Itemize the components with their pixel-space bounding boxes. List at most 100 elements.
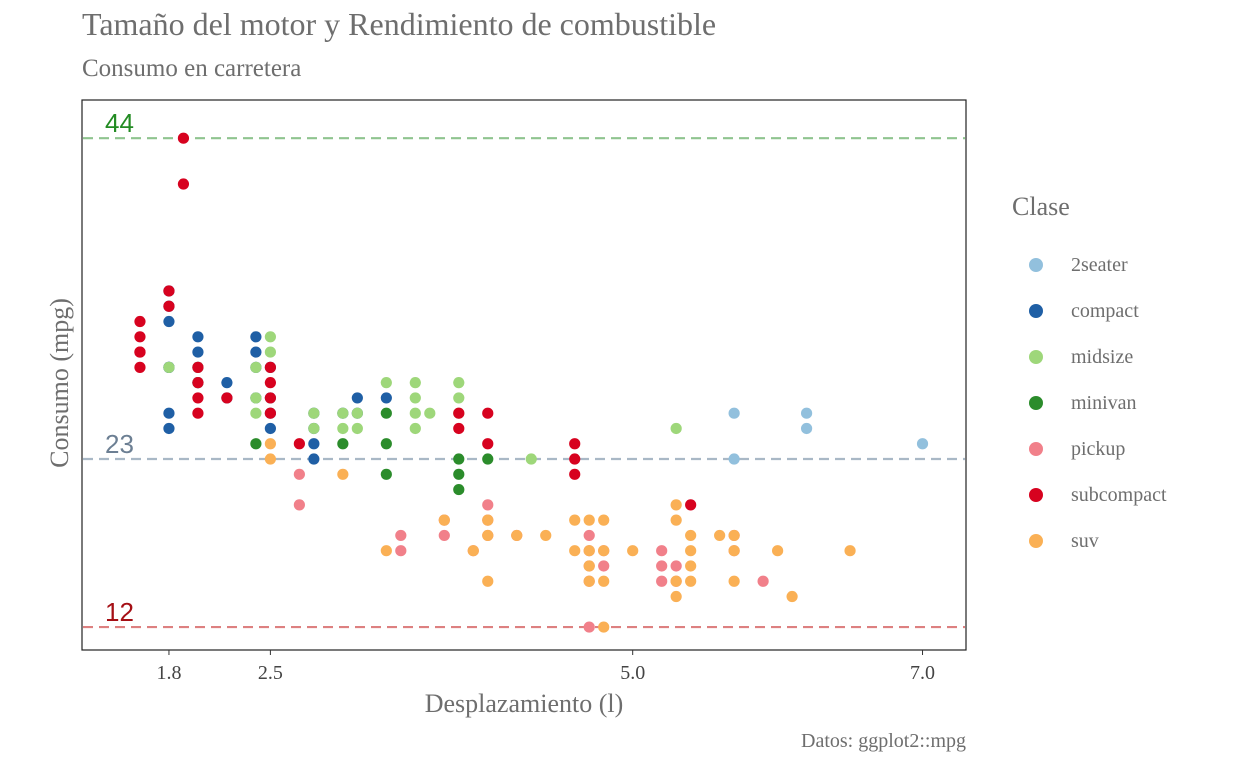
point-minivan [250,438,262,450]
point-minivan [337,438,349,450]
point-pickup [583,621,595,633]
point-2seater [800,407,813,419]
point-subcompact [293,438,305,450]
point-minivan [482,453,494,465]
point-compact [308,438,320,450]
point-subcompact [134,361,146,373]
x-tick-label: 2.5 [258,662,283,684]
point-suv [670,590,682,603]
legend-dot-2seater [1029,258,1043,272]
legend-item-midsize: midsize [1012,334,1167,380]
point-2seater [728,407,740,419]
point-subcompact [134,315,146,328]
point-midsize [308,422,320,435]
point-pickup [293,499,305,511]
x-axis-label: Desplazamiento (l) [425,689,624,718]
point-subcompact [192,407,204,419]
point-suv [583,514,595,526]
point-minivan [380,407,392,419]
point-pickup [438,529,450,542]
point-subcompact [163,285,175,297]
point-compact [264,422,276,435]
point-subcompact [264,407,276,419]
point-midsize [525,453,537,465]
point-compact [163,315,175,328]
point-compact [192,331,204,343]
point-suv [598,575,610,587]
point-midsize [337,407,349,419]
point-subcompact [264,392,276,404]
chart-caption: Datos: ggplot2::mpg [801,730,966,752]
point-midsize [250,407,262,419]
point-minivan [380,438,392,450]
point-suv [380,545,392,557]
legend-label: subcompact [1071,483,1167,506]
point-pickup [598,560,610,572]
point-suv [569,545,581,557]
point-compact [221,377,233,389]
legend: Clase 2seater compact midsize minivan pi… [1012,192,1167,564]
point-suv [685,545,697,557]
point-subcompact [569,438,581,450]
point-midsize [264,346,276,358]
point-2seater [916,438,929,450]
point-midsize [380,377,392,389]
point-subcompact [453,422,465,435]
point-suv [467,545,479,557]
point-subcompact [192,392,204,404]
point-midsize [163,361,175,373]
x-tick-label: 7.0 [910,662,935,684]
point-suv [569,514,581,526]
point-compact [250,331,262,343]
legend-label: compact [1071,299,1139,322]
legend-dot-midsize [1029,350,1043,364]
x-tick-label: 1.8 [156,662,181,684]
legend-item-minivan: minivan [1012,380,1167,426]
point-subcompact [177,132,190,144]
legend-dot-suv [1029,534,1043,548]
legend-dot-minivan [1029,396,1043,410]
point-compact [192,346,204,358]
legend-dot-compact [1029,304,1043,318]
point-midsize [337,422,349,435]
point-compact [351,392,363,404]
point-pickup [656,560,668,572]
point-midsize [250,361,262,373]
legend-item-compact: compact [1012,288,1167,334]
legend-label: midsize [1071,345,1134,368]
point-midsize [308,407,320,419]
point-suv [844,545,856,557]
point-midsize [351,407,363,419]
point-suv [685,560,697,572]
point-midsize [453,392,465,404]
point-suv [728,545,740,557]
point-subcompact [569,468,581,480]
point-midsize [670,422,682,435]
chart-subtitle: Consumo en carretera [82,55,302,82]
legend-title: Clase [1012,192,1070,221]
point-suv [583,560,595,572]
point-suv [540,529,552,542]
point-suv [598,545,610,557]
chart-title: Tamaño del motor y Rendimiento de combus… [82,6,717,42]
point-pickup [670,560,682,572]
point-suv [670,499,682,511]
point-suv [598,621,610,633]
point-subcompact [177,178,190,190]
plot-panel [81,99,967,651]
point-pickup [656,575,668,587]
point-pickup [583,529,595,542]
point-pickup [656,545,668,557]
legend-item-2seater: 2seater [1012,242,1167,288]
point-subcompact [685,499,697,511]
point-suv [685,575,697,587]
point-midsize [409,392,421,404]
point-subcompact [264,377,276,389]
point-midsize [351,422,363,435]
point-pickup [395,545,407,557]
point-minivan [453,468,465,480]
point-suv [728,529,740,542]
legend-item-subcompact: subcompact [1012,472,1167,518]
point-midsize [424,407,436,419]
